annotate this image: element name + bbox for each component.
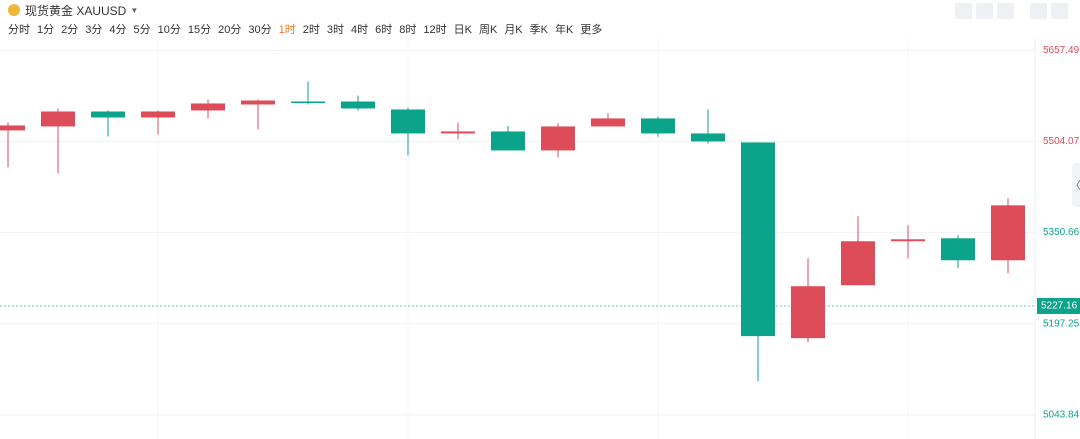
icon[interactable] — [1030, 3, 1047, 19]
candle-body — [541, 126, 575, 151]
candle-body — [991, 205, 1025, 261]
period[interactable]: 5分 — [133, 24, 151, 36]
period[interactable]: 1时 — [278, 24, 296, 36]
period[interactable]: 6时 — [375, 24, 393, 36]
candle-body — [41, 111, 75, 127]
period[interactable]: 2时 — [302, 24, 320, 36]
y-tick-label: 5657.49 — [1043, 45, 1080, 56]
last-price-label: 5227.16 — [1041, 301, 1078, 312]
toolbar-icons — [955, 3, 1068, 19]
candle-body — [941, 238, 975, 261]
side-tab-arrow — [1076, 179, 1080, 191]
period[interactable]: 3分 — [85, 24, 103, 36]
y-tick-label: 5504.07 — [1043, 136, 1080, 147]
candle-body — [591, 118, 625, 127]
period[interactable]: 20分 — [218, 24, 242, 36]
candle-body — [491, 131, 525, 151]
period[interactable]: 12时 — [423, 24, 447, 36]
candle-body — [291, 101, 325, 104]
icon[interactable] — [955, 3, 972, 19]
period[interactable]: 10分 — [157, 24, 181, 36]
period-bar: 分时 1分 2分 3分 4分 5分 10分 15分 20分 30分 1时 2时 3时 4时 6时 8时 12时日… — [8, 21, 602, 37]
candle-body — [191, 103, 225, 111]
candle-body — [441, 131, 475, 134]
header: 现货黄金 XAUUSD ▼ — [0, 0, 138, 20]
period[interactable]: 日K — [453, 24, 472, 36]
y-tick-label: 5350.66 — [1043, 227, 1080, 238]
period[interactable]: 3时 — [326, 24, 344, 36]
period[interactable]: 30分 — [248, 24, 272, 36]
candle-body — [841, 241, 875, 286]
period[interactable]: 年K — [555, 24, 574, 36]
logo — [8, 4, 20, 16]
icon[interactable] — [976, 3, 993, 19]
period[interactable]: 15分 — [187, 24, 212, 36]
side-tab[interactable] — [1072, 163, 1080, 207]
period[interactable]: 分时 — [8, 24, 30, 36]
period[interactable]: 季K — [529, 24, 548, 36]
symbol-title[interactable]: 现货黄金 XAUUSD — [25, 3, 127, 18]
candle-body — [891, 239, 925, 242]
candle-body — [241, 100, 275, 105]
icon[interactable] — [1051, 3, 1068, 19]
candle-body — [391, 109, 425, 134]
candle-body — [741, 142, 775, 337]
candle-body — [0, 125, 25, 131]
candle-body — [641, 118, 675, 134]
candle-body — [141, 111, 175, 118]
period[interactable]: 1分 — [37, 24, 55, 36]
candle-body — [91, 111, 125, 118]
icon[interactable] — [997, 3, 1014, 19]
candle-body — [341, 101, 375, 109]
period[interactable]: 4时 — [351, 24, 369, 36]
period[interactable]: 4分 — [109, 24, 127, 36]
period[interactable]: 8时 — [399, 24, 417, 36]
period[interactable]: 2分 — [61, 24, 79, 36]
candle-body — [691, 133, 725, 142]
y-tick-label: 5197.25 — [1043, 318, 1080, 329]
candle-body — [791, 286, 825, 339]
period[interactable]: 周K — [478, 24, 498, 36]
last-price-box — [1037, 297, 1080, 314]
period[interactable]: 更多 — [580, 24, 603, 36]
y-tick-label: 5043.84 — [1043, 409, 1080, 420]
caret[interactable]: ▼ — [130, 5, 139, 15]
period[interactable]: 月K — [504, 24, 523, 36]
